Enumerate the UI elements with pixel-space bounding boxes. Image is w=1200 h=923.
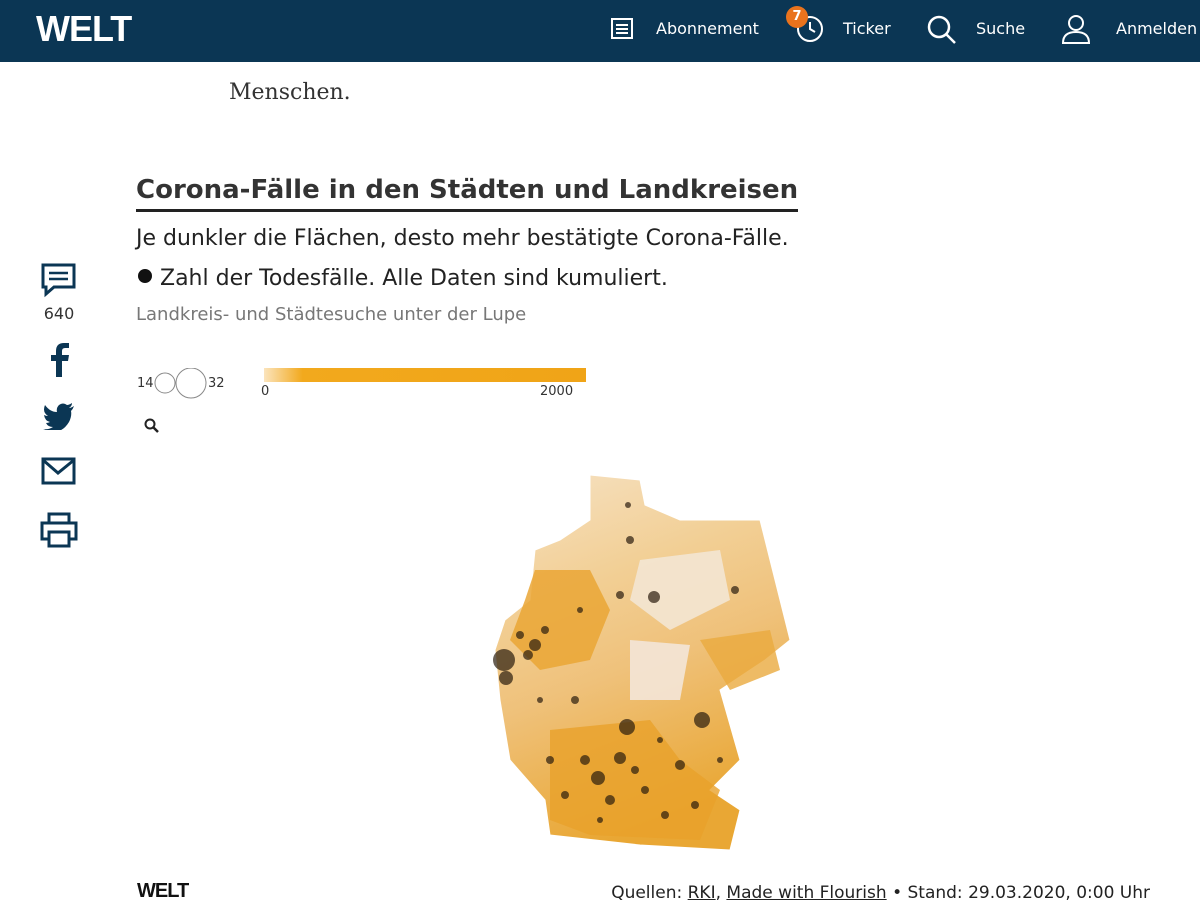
- article-text: Menschen.: [229, 80, 351, 105]
- graphic-subtitle: Je dunkler die Flächen, desto mehr bestä…: [136, 226, 789, 251]
- search-hint: Landkreis- und Städtesuche unter der Lup…: [136, 304, 527, 325]
- sources-label: Quellen:: [611, 883, 683, 903]
- size-legend-max: 32: [208, 376, 225, 391]
- print-icon[interactable]: [40, 512, 78, 548]
- source-link[interactable]: Made with Flourish: [726, 883, 887, 903]
- comment-count: 640: [43, 304, 75, 323]
- user-icon[interactable]: [1060, 13, 1092, 45]
- comment-icon[interactable]: [40, 262, 78, 298]
- color-legend-min: 0: [261, 384, 270, 399]
- ticker-badge: 7: [786, 6, 808, 28]
- nav-link[interactable]: Ticker: [843, 19, 891, 38]
- mail-icon[interactable]: [41, 456, 77, 486]
- germany-map[interactable]: [480, 460, 810, 860]
- search-icon[interactable]: [926, 14, 958, 46]
- color-scale: [264, 368, 586, 382]
- ticker-icon[interactable]: [796, 15, 826, 45]
- size-legend-circles: [154, 368, 207, 399]
- stand: • Stand: 29.03.2020, 0:00 Uhr: [892, 883, 1150, 903]
- source-link[interactable]: RKI: [687, 883, 716, 903]
- lupe-icon[interactable]: [144, 418, 160, 434]
- facebook-icon[interactable]: [46, 342, 72, 378]
- size-legend-min: 14: [137, 376, 154, 391]
- nav-link[interactable]: Anmelden: [1116, 19, 1198, 38]
- graphic-title: Corona-Fälle in den Städten und Landkrei…: [136, 175, 799, 212]
- footer-logo: WELT: [137, 880, 189, 902]
- logo[interactable]: WELT: [36, 8, 132, 49]
- graphic-note: Zahl der Todesfälle. Alle Daten sind kum…: [160, 266, 668, 291]
- color-legend-max: 2000: [540, 384, 574, 399]
- graphic-heading: Corona-Fälle in den Städten und Landkrei…: [136, 175, 799, 212]
- top-bar: WELT Abonnement 7 Ticker Suche Anmelden: [0, 0, 1200, 62]
- death-dot: [138, 269, 152, 283]
- nav-link[interactable]: Suche: [976, 19, 1026, 38]
- newspaper-icon[interactable]: [610, 16, 636, 42]
- twitter-icon[interactable]: [42, 402, 76, 430]
- separator: ,: [715, 883, 722, 903]
- footer-sources: Quellen: RKI, Made with Flourish • Stand…: [611, 883, 1150, 903]
- nav-link[interactable]: Abonnement: [656, 19, 759, 38]
